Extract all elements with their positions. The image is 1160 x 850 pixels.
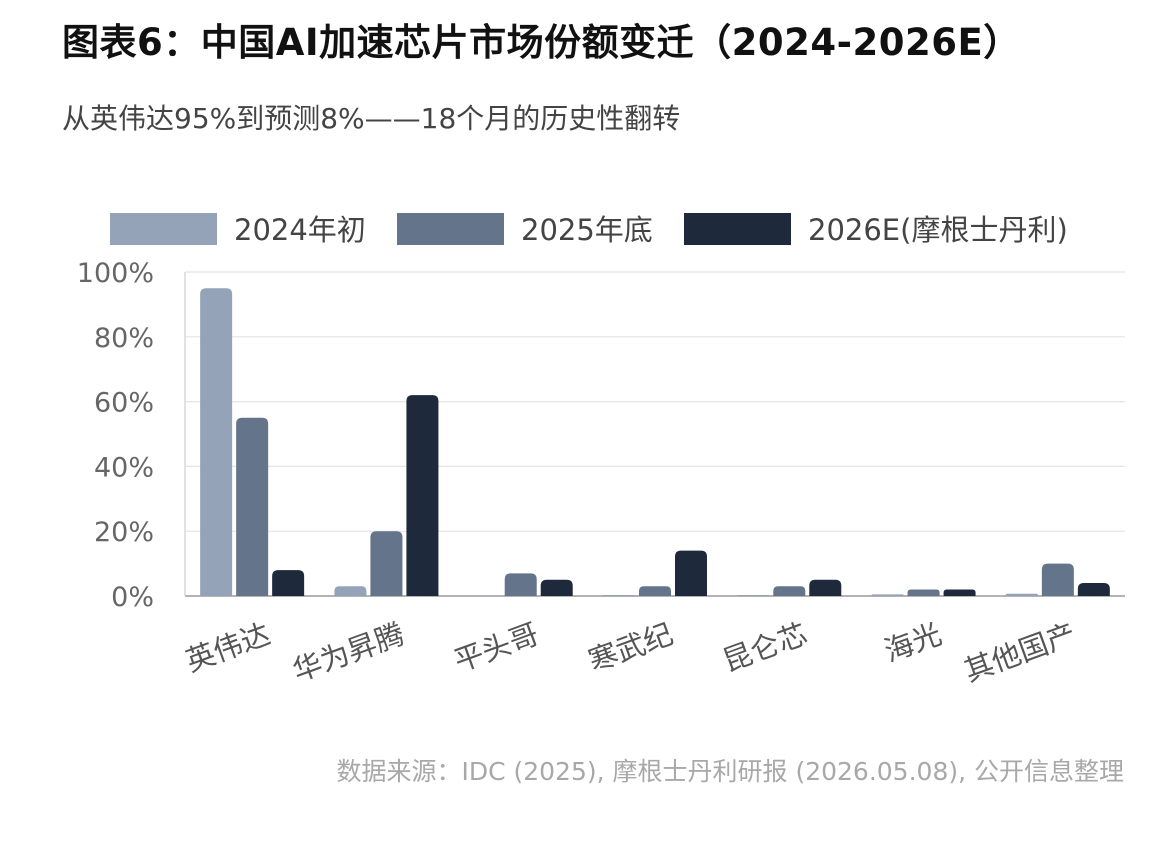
bars — [200, 288, 1110, 596]
bar — [468, 595, 501, 596]
legend-label: 2026E(摩根士丹利) — [808, 213, 1068, 247]
y-axis-ticks: 0% 20% 40% 60% 80% 100% — [77, 258, 154, 613]
bar — [370, 531, 403, 596]
bar — [639, 586, 671, 596]
bar — [406, 395, 439, 596]
bar — [943, 589, 976, 596]
legend-swatch — [110, 213, 217, 245]
bar — [1041, 563, 1074, 596]
source-note: 数据来源：IDC (2025), 摩根士丹利研报 (2026.05.08), 公… — [336, 757, 1124, 786]
x-tick-label: 昆仑芯 — [718, 617, 811, 679]
y-tick-label: 20% — [94, 517, 154, 548]
y-tick-label: 60% — [94, 388, 154, 419]
x-axis-ticks: 英伟达 华为昇腾 平头哥 寒武纪 昆仑芯 海光 其他国产 — [181, 617, 1080, 689]
bar — [1005, 593, 1038, 596]
x-tick-label: 其他国产 — [960, 617, 1081, 689]
legend-swatch — [684, 213, 791, 245]
bar — [504, 573, 537, 596]
bar — [236, 417, 269, 596]
x-tick-label: 华为昇腾 — [288, 617, 409, 689]
bar — [603, 595, 635, 596]
x-tick-label: 英伟达 — [181, 617, 274, 679]
legend-swatch — [397, 213, 504, 245]
bar — [907, 589, 940, 596]
legend-label: 2025年底 — [521, 213, 653, 247]
legend-label: 2024年初 — [234, 213, 366, 247]
bar — [1077, 583, 1110, 596]
bar — [540, 579, 573, 596]
bar — [871, 594, 904, 596]
y-tick-label: 100% — [77, 258, 154, 289]
bar — [200, 288, 233, 596]
bar — [272, 570, 305, 596]
legend: 2024年初 2025年底 2026E(摩根士丹利) — [110, 213, 1068, 247]
x-tick-label: 海光 — [880, 617, 946, 669]
bar — [809, 579, 842, 596]
bar — [675, 550, 707, 596]
y-tick-label: 80% — [94, 323, 154, 354]
bar — [737, 595, 770, 596]
gridlines — [184, 271, 1125, 597]
x-tick-label: 寒武纪 — [584, 617, 677, 679]
chart-title: 图表6：中国AI加速芯片市场份额变迁（2024-2026E） — [62, 21, 1021, 64]
bar — [773, 586, 806, 596]
x-tick-label: 平头哥 — [450, 617, 543, 679]
y-tick-label: 40% — [94, 452, 154, 483]
y-tick-label: 0% — [111, 582, 154, 613]
chart-subtitle: 从英伟达95%到预测8%——18个月的历史性翻转 — [62, 102, 681, 135]
bar — [334, 586, 367, 596]
